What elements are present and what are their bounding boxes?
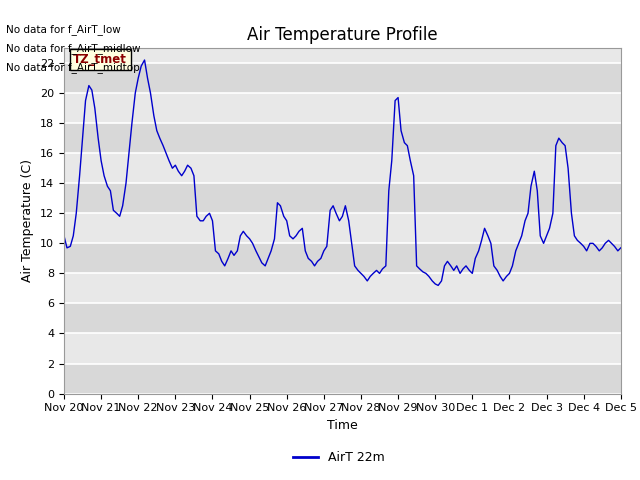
- Text: TZ_tmet: TZ_tmet: [74, 53, 127, 66]
- Bar: [64, 183, 621, 213]
- Text: No data for f_AirT_low: No data for f_AirT_low: [6, 24, 121, 35]
- Bar: [64, 123, 621, 153]
- Text: No data for f_AirT_midlow: No data for f_AirT_midlow: [6, 43, 141, 54]
- Bar: [64, 243, 621, 274]
- Bar: [64, 303, 621, 334]
- Text: No data for f_AirT_midtop: No data for f_AirT_midtop: [6, 62, 140, 73]
- Title: Air Temperature Profile: Air Temperature Profile: [247, 25, 438, 44]
- Y-axis label: Air Temperature (C): Air Temperature (C): [22, 159, 35, 282]
- Bar: [64, 63, 621, 93]
- X-axis label: Time: Time: [327, 419, 358, 432]
- Bar: [64, 363, 621, 394]
- Legend: AirT 22m: AirT 22m: [289, 446, 390, 469]
